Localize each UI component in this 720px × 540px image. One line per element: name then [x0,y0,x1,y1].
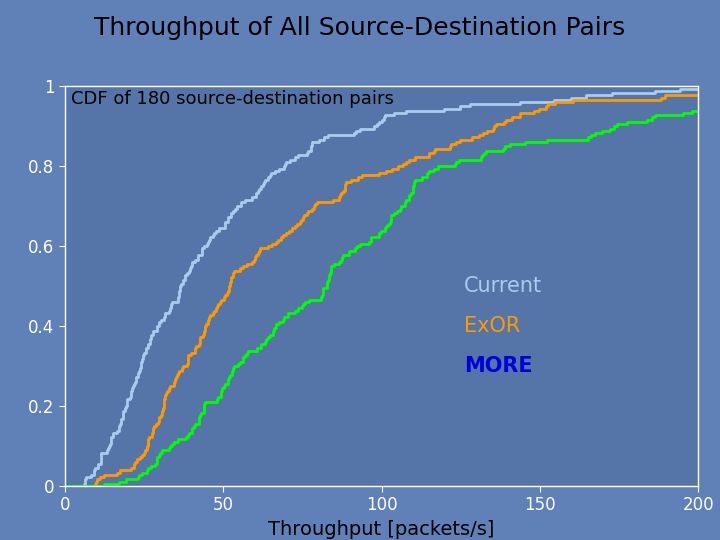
X-axis label: Throughput [packets/s]: Throughput [packets/s] [269,520,495,539]
Text: CDF of 180 source-destination pairs: CDF of 180 source-destination pairs [71,90,394,109]
Text: Throughput of All Source-Destination Pairs: Throughput of All Source-Destination Pai… [94,16,626,40]
Text: ExOR: ExOR [464,316,521,336]
Text: MORE: MORE [464,356,533,376]
Text: Current: Current [464,276,542,296]
